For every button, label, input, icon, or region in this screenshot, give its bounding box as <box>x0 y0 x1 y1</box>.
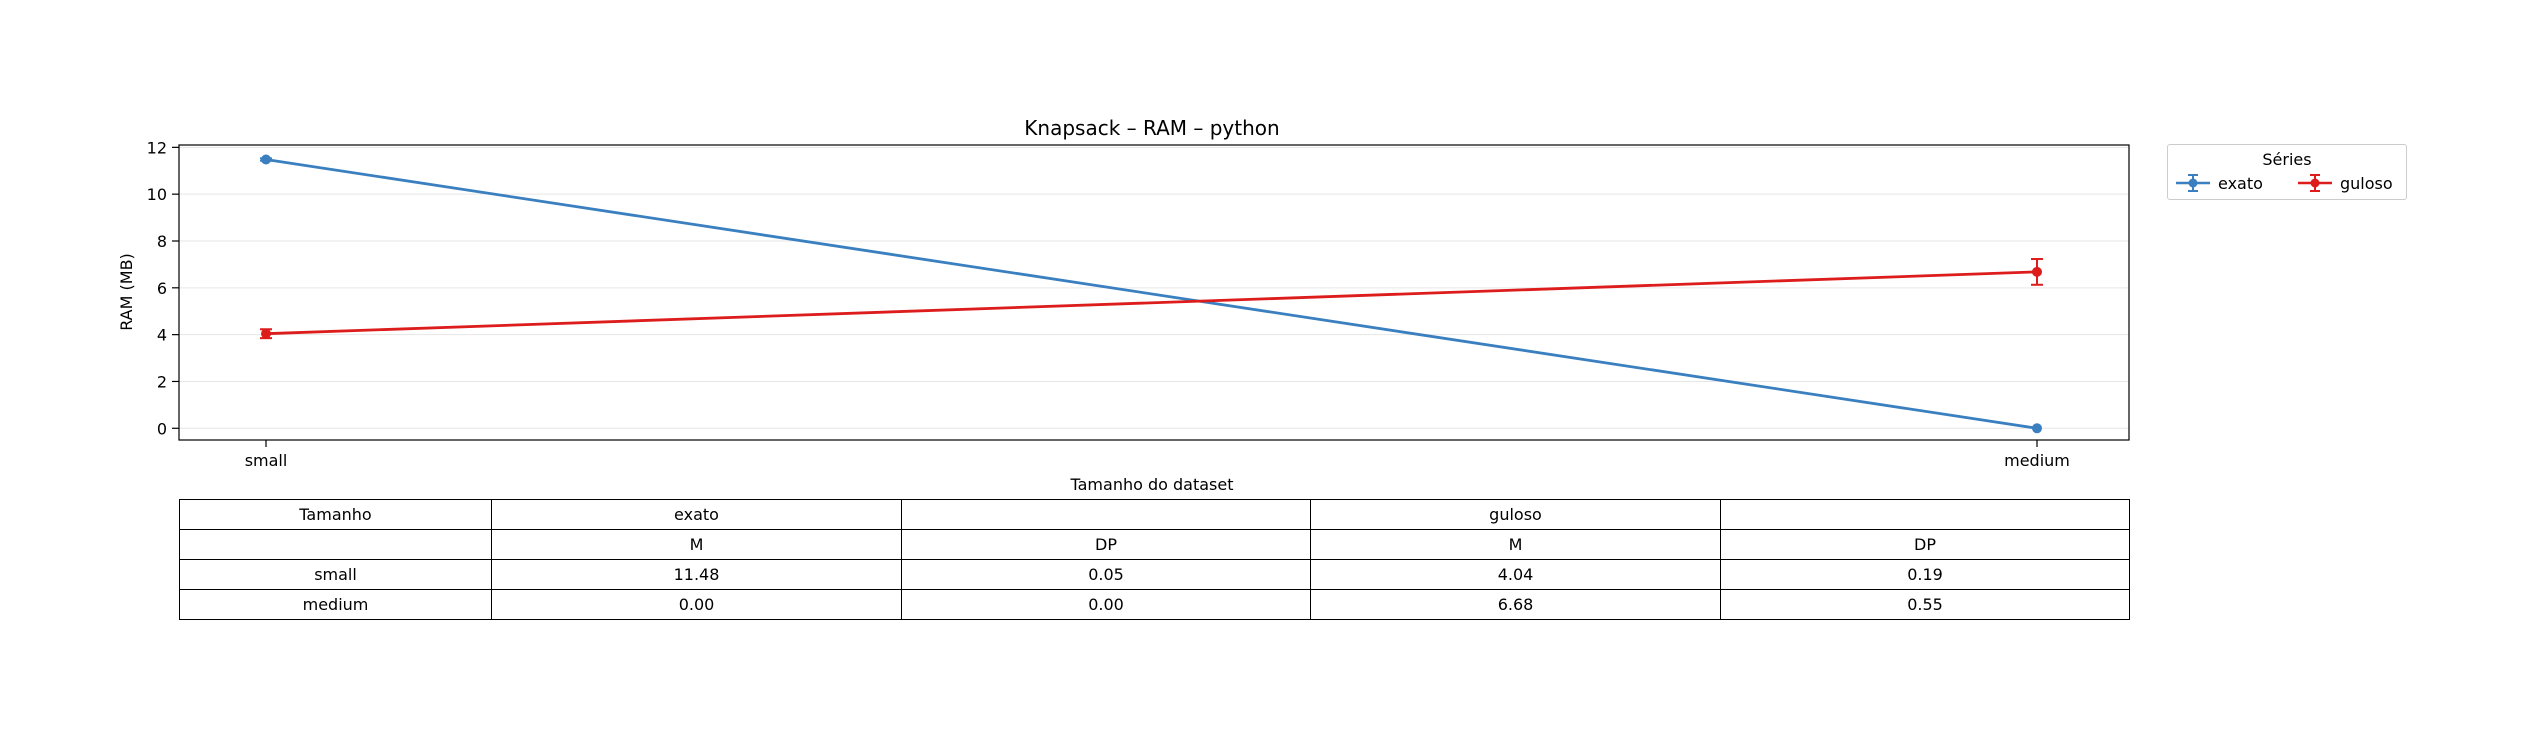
legend-title: Séries <box>2262 150 2312 169</box>
table-cell: 0.19 <box>1720 559 2130 590</box>
table-cell: 0.05 <box>901 559 1311 590</box>
y-tick-label: 6 <box>157 279 167 298</box>
data-point <box>2032 423 2042 434</box>
data-point <box>261 154 271 165</box>
series-line <box>265 270 2038 336</box>
table-header-cell: DP <box>901 529 1311 560</box>
legend-item-guloso: guloso <box>2298 172 2393 194</box>
series-line <box>265 158 2038 430</box>
legend-item-exato: exato <box>2176 172 2263 194</box>
y-tick-label: 0 <box>157 419 167 438</box>
table-header-cell: Tamanho <box>179 499 492 530</box>
table-cell: 4.04 <box>1310 559 1721 590</box>
gridlines <box>179 146 2129 429</box>
legend: Séries exato guloso <box>2167 144 2407 200</box>
series-guloso <box>260 258 2043 340</box>
x-tick-label: small <box>245 451 288 470</box>
y-axis-label: RAM (MB) <box>117 253 136 331</box>
plot-area-frame <box>178 144 2130 441</box>
table-header-cell: exato <box>491 499 902 530</box>
table-header-cell: M <box>491 529 902 560</box>
table-cell: 11.48 <box>491 559 902 590</box>
y-tick-label: 4 <box>157 326 167 345</box>
summary-table: Tamanho exato guloso M DP M DP small 11.… <box>179 499 2130 620</box>
x-axis-ticks: small medium <box>245 440 2070 470</box>
table-header-cell: guloso <box>1310 499 1721 530</box>
x-axis-label: Tamanho do dataset <box>1070 475 1234 494</box>
table-cell: medium <box>179 589 492 620</box>
legend-marker-guloso <box>2298 174 2332 192</box>
x-tick-label: medium <box>2004 451 2070 470</box>
table-row: small 11.48 0.05 4.04 0.19 <box>179 559 2130 590</box>
y-tick-label: 10 <box>147 185 167 204</box>
table-cell: 6.68 <box>1310 589 1721 620</box>
y-tick-label: 8 <box>157 232 167 251</box>
table-subheader-row: M DP M DP <box>179 529 2130 560</box>
table-header-cell <box>179 529 492 560</box>
y-tick-label: 12 <box>147 138 167 157</box>
legend-marker-exato <box>2176 174 2210 192</box>
table-cell: 0.00 <box>901 589 1311 620</box>
table-row: medium 0.00 0.00 6.68 0.55 <box>179 589 2130 620</box>
y-tick-label: 2 <box>157 372 167 391</box>
table-header-cell <box>901 499 1311 530</box>
y-axis-ticks: 0 2 4 6 8 10 12 <box>147 138 179 438</box>
table-cell: small <box>179 559 492 590</box>
data-point <box>2032 266 2042 277</box>
table-header-cell <box>1720 499 2130 530</box>
series-exato <box>260 154 2042 434</box>
table-header-cell: DP <box>1720 529 2130 560</box>
legend-label-exato: exato <box>2218 173 2263 193</box>
series-layer <box>260 154 2043 434</box>
table-cell: 0.00 <box>491 589 902 620</box>
legend-label-guloso: guloso <box>2340 173 2393 193</box>
table-header-cell: M <box>1310 529 1721 560</box>
table-header-row: Tamanho exato guloso <box>179 499 2130 530</box>
data-point <box>261 328 271 339</box>
chart-title: Knapsack – RAM – python <box>1024 116 1279 140</box>
table-cell: 0.55 <box>1720 589 2130 620</box>
